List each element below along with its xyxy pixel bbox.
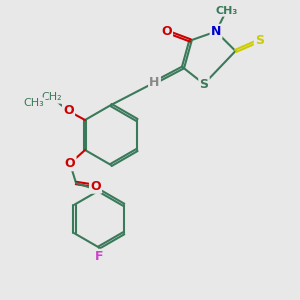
Text: CH₃: CH₃ [215,5,238,16]
Text: O: O [65,157,75,170]
Text: O: O [161,25,172,38]
Text: H: H [149,76,160,89]
Text: N: N [211,25,221,38]
Text: S: S [200,77,208,91]
Text: O: O [90,179,101,193]
Text: S: S [255,34,264,47]
Text: CH₂: CH₂ [42,92,62,103]
Text: CH₃: CH₃ [24,98,44,109]
Text: F: F [95,250,103,263]
Text: O: O [63,104,74,118]
